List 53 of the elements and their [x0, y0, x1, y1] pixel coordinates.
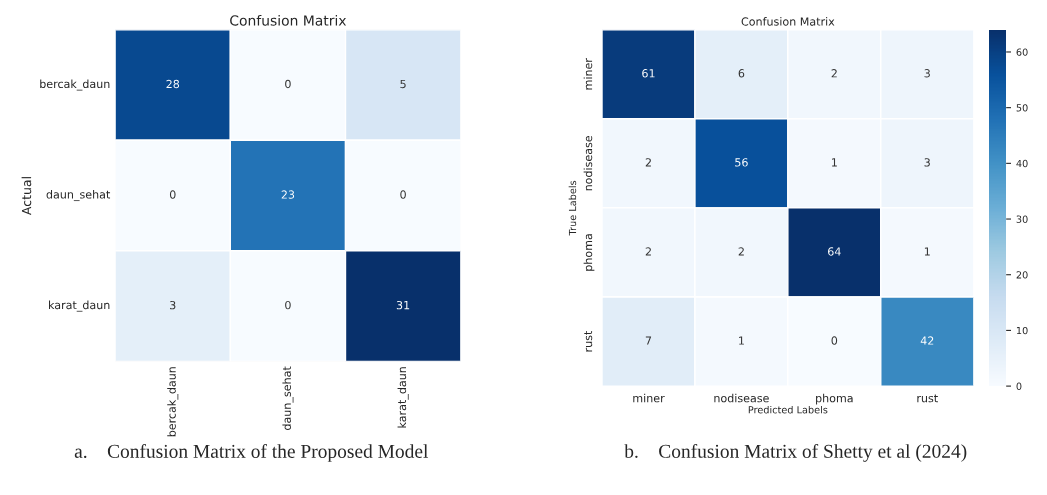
chart-title: Confusion Matrix: [230, 14, 347, 26]
color-bar-label: 10: [1016, 326, 1028, 335]
data-label: 2: [645, 158, 651, 167]
data-label: 28: [166, 79, 180, 89]
data-label: 2: [645, 247, 651, 256]
x-tick-label: phoma: [816, 393, 853, 405]
y-axis-title: True Labels: [568, 180, 577, 236]
x-tick-label: daun_sehat: [282, 366, 294, 430]
y-axis-title: Actual: [21, 177, 32, 216]
color-bar-label: 0: [1016, 382, 1022, 390]
text: b. Confusion Matrix of Shetty et al (2024): [624, 443, 967, 462]
y-tick-label: phoma: [583, 234, 595, 271]
data-label: 7: [645, 336, 652, 345]
y-tick-label: daun_sehat: [46, 189, 111, 202]
y-tick-label: bercak_daun: [40, 79, 110, 91]
data-label: 1: [832, 158, 837, 167]
data-label: 0: [169, 190, 176, 199]
x-tick-label: rust: [917, 394, 938, 403]
data-label: 0: [285, 300, 291, 310]
color-bar-label: 40: [1016, 159, 1028, 168]
color-bar-label: 60: [1016, 48, 1028, 56]
data-label: 23: [281, 190, 295, 199]
data-label: 64: [828, 247, 841, 256]
data-label: 56: [735, 158, 748, 167]
x-tick-label: nodisease: [714, 393, 769, 403]
x-tick-label: bercak_daun: [167, 367, 179, 437]
data-label: 6: [738, 69, 745, 78]
data-label: 3: [924, 69, 930, 78]
data-label: 1: [739, 336, 744, 345]
chart-title: Confusion Matrix: [741, 17, 835, 26]
y-tick-label: miner: [583, 58, 593, 90]
color-bar-label: 30: [1016, 215, 1028, 223]
data-label: 42: [920, 336, 934, 345]
data-label: 1: [924, 247, 930, 256]
y-tick-label: rust: [584, 330, 593, 352]
data-label: 2: [831, 69, 837, 78]
color-bar-label: 50: [1016, 104, 1028, 112]
data-label: 61: [642, 69, 655, 78]
y-tick-label: karat_daun: [49, 300, 110, 312]
x-axis-title: Predicted Labels: [748, 405, 828, 414]
data-label: 0: [285, 79, 291, 89]
data-label: 2: [738, 247, 744, 256]
color-bar-label: 20: [1016, 271, 1028, 279]
data-label: 3: [170, 300, 176, 310]
data-label: 31: [396, 300, 410, 310]
y-tick-label: nodisease: [583, 135, 593, 191]
data-label: 5: [400, 79, 406, 89]
x-tick-label: miner: [633, 393, 665, 403]
text: a. Confusion Matrix of the Proposed Model: [74, 444, 429, 462]
x-tick-label: karat_daun: [397, 367, 409, 428]
data-label: 0: [400, 190, 406, 199]
data-label: 0: [831, 336, 838, 345]
data-label: 3: [924, 158, 930, 167]
